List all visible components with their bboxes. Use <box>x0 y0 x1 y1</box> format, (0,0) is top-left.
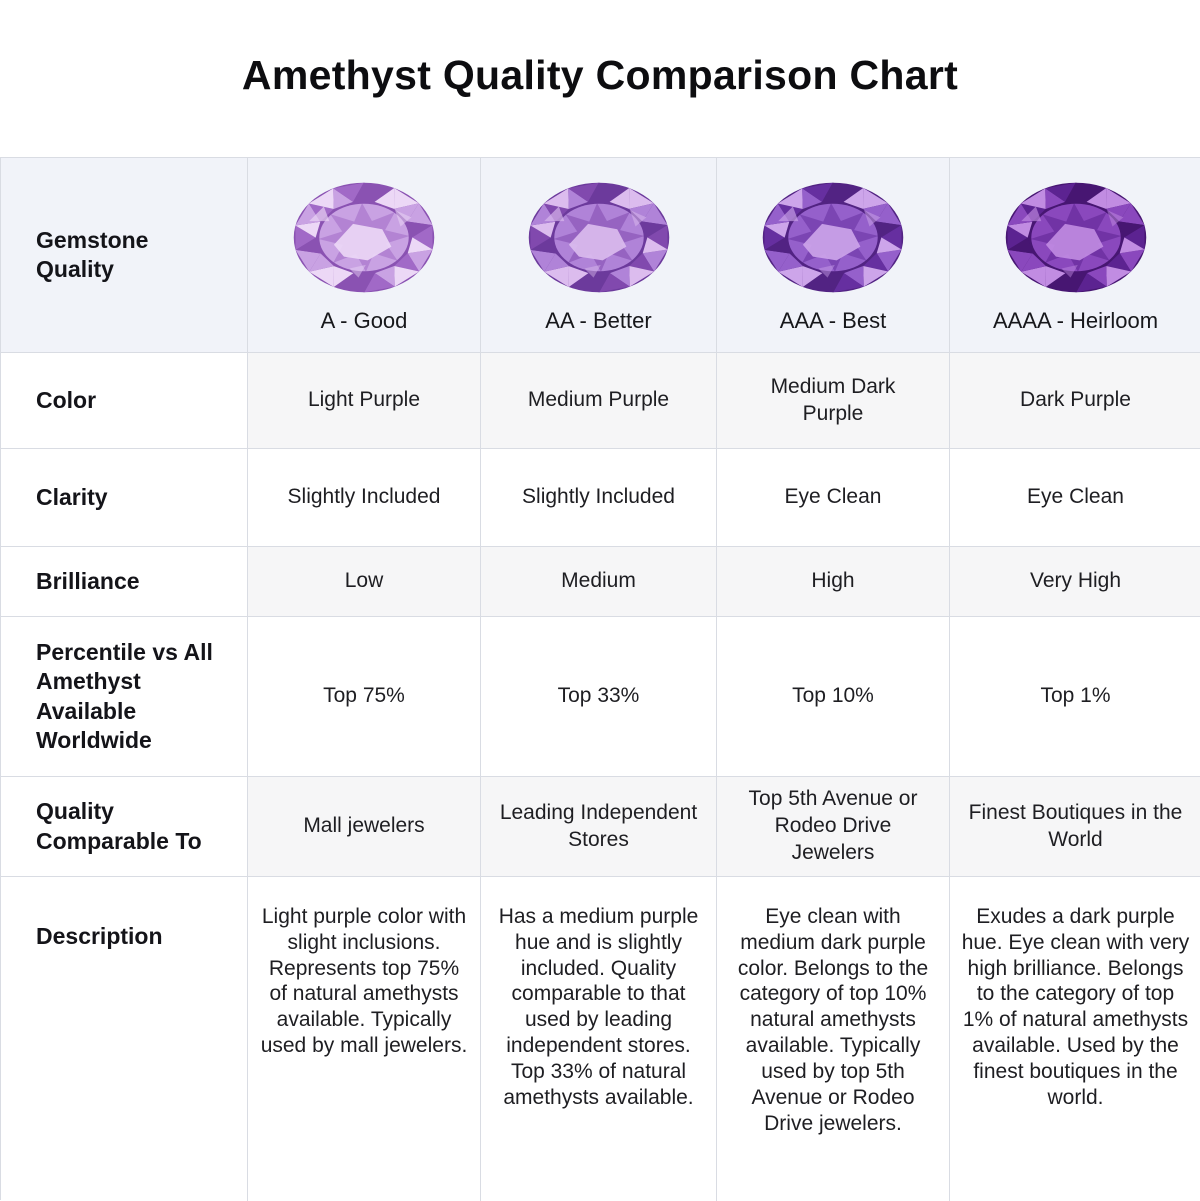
grade-label: A - Good <box>320 308 408 333</box>
grade-header-aaa-best: AAA - Best <box>717 158 950 353</box>
amethyst-gem-image-aaaa <box>1003 180 1149 295</box>
cell-color-aaa: Medium Dark Purple <box>717 353 950 449</box>
row-label-brilliance: Brilliance <box>1 547 248 617</box>
row-label-clarity: Clarity <box>1 449 248 547</box>
cell-brilliance-aaaa: Very High <box>950 547 1200 617</box>
cell-color-aa: Medium Purple <box>481 353 717 449</box>
cell-clarity-aaaa: Eye Clean <box>950 449 1200 547</box>
comparison-table: Gemstone Quality A - Good AA - Better AA… <box>0 157 1200 1201</box>
cell-color-aaaa: Dark Purple <box>950 353 1200 449</box>
grade-label: AAAA - Heirloom <box>992 308 1159 333</box>
cell-brilliance-a: Low <box>248 547 481 617</box>
grade-label: AA - Better <box>545 308 652 333</box>
page-title: Amethyst Quality Comparison Chart <box>241 52 959 98</box>
cell-brilliance-aa: Medium <box>481 547 717 617</box>
cell-clarity-aa: Slightly Included <box>481 449 717 547</box>
cell-description-aaa: Eye clean with medium dark purple color.… <box>717 877 950 1201</box>
grade-header-aaaa-heirloom: AAAA - Heirloom <box>950 158 1200 353</box>
cell-comparable-a: Mall jewelers <box>248 777 481 877</box>
row-label-quality-comparable: Quality Comparable To <box>1 777 248 877</box>
row-label-description: Description <box>1 877 248 1201</box>
cell-percentile-aaa: Top 10% <box>717 617 950 777</box>
cell-comparable-aa: Leading Independent Stores <box>481 777 717 877</box>
amethyst-gem-image-aa <box>526 180 672 295</box>
amethyst-gem-image-a <box>291 180 437 295</box>
corner-label: Gemstone Quality <box>36 226 149 282</box>
cell-description-aaaa: Exudes a dark purple hue. Eye clean with… <box>961 905 1190 1109</box>
cell-percentile-a: Top 75% <box>248 617 481 777</box>
cell-percentile-aa: Top 33% <box>481 617 717 777</box>
cell-description-a: Light purple color with slight inclusion… <box>248 877 481 1201</box>
cell-brilliance-aaa: High <box>717 547 950 617</box>
cell-comparable-aaa: Top 5th Avenue or Rodeo Drive Jewelers <box>717 777 950 877</box>
cell-percentile-aaaa: Top 1% <box>950 617 1200 777</box>
cell-clarity-aaa: Eye Clean <box>717 449 950 547</box>
amethyst-gem-image-aaa <box>760 180 906 295</box>
cell-comparable-aaaa: Finest Boutiques in the World <box>950 777 1200 877</box>
cell-description-aa: Has a medium purple hue and is slightly … <box>481 877 717 1201</box>
row-label-percentile: Percentile vs All Amethyst Available Wor… <box>1 617 248 777</box>
cell-color-a: Light Purple <box>248 353 481 449</box>
cell-clarity-a: Slightly Included <box>248 449 481 547</box>
grade-label: AAA - Best <box>779 308 887 333</box>
header-corner-cell: Gemstone Quality <box>1 158 248 353</box>
row-label-color: Color <box>1 353 248 449</box>
grade-header-aa-better: AA - Better <box>481 158 717 353</box>
grade-header-a-good: A - Good <box>248 158 481 353</box>
